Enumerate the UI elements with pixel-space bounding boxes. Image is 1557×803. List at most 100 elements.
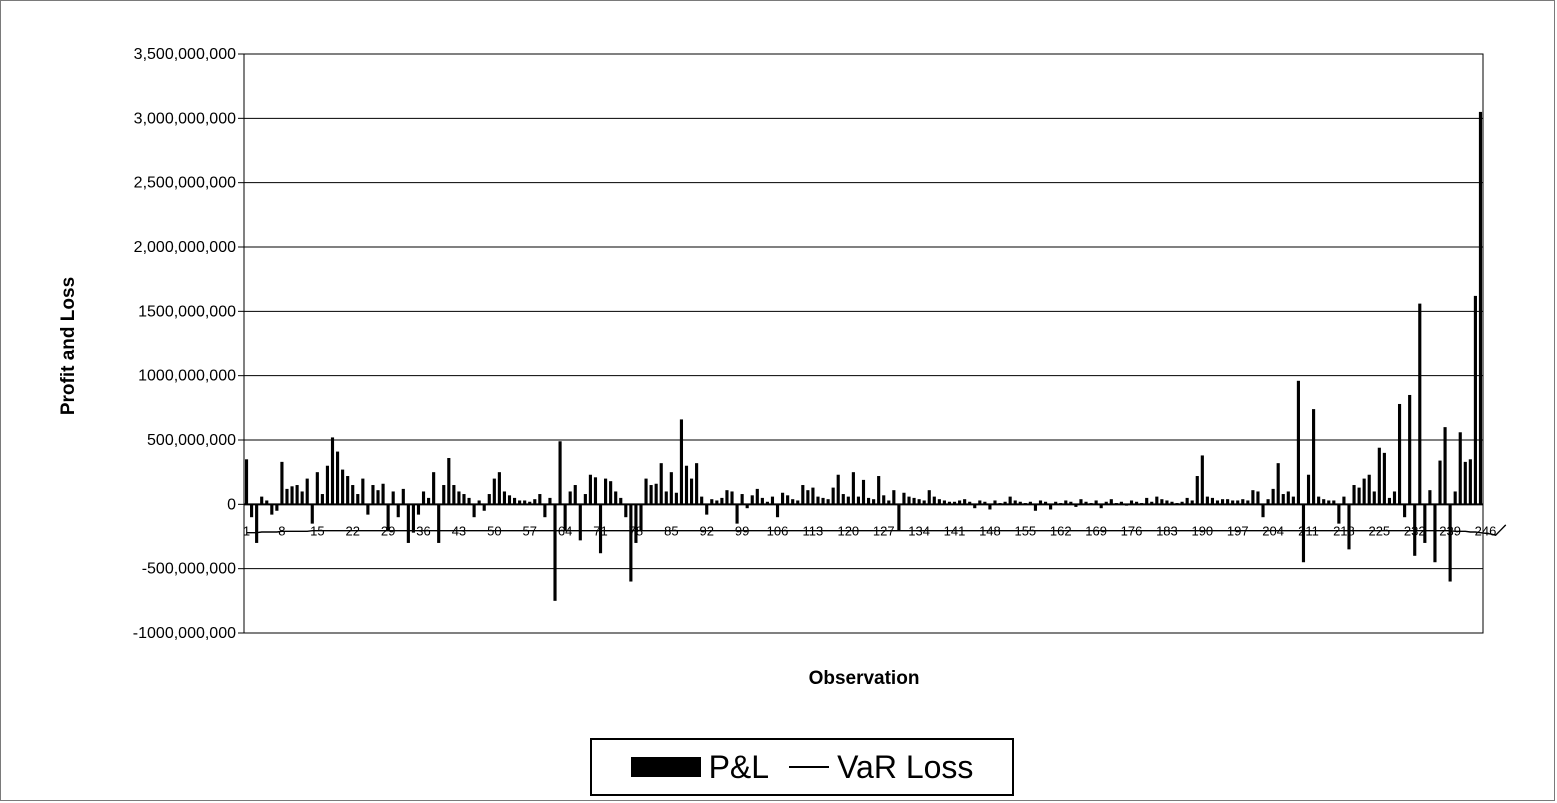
pl-bar (335, 451, 340, 505)
pl-bar (523, 500, 527, 505)
pl-bar (1463, 461, 1467, 505)
pl-bar (1241, 499, 1245, 505)
x-tick-label: 162 (1050, 523, 1072, 538)
y-axis-ticks: 3,500,000,000 3,000,000,000 2,500,000,000 2… (133, 46, 244, 642)
pl-bar (497, 472, 501, 505)
pl-bar (1428, 490, 1432, 505)
pl-bar (300, 491, 304, 505)
pl-bar (1160, 499, 1164, 505)
pl-bar (290, 486, 294, 505)
pl-bar (270, 504, 274, 515)
pl-bar (593, 477, 598, 505)
pl-bar (371, 485, 375, 505)
pl-bar (376, 490, 380, 505)
pl-bar (689, 478, 694, 505)
pl-bar (947, 501, 952, 505)
pl-bar (1246, 500, 1250, 505)
pl-bar (1104, 501, 1108, 505)
pl-bar (644, 478, 648, 505)
pl-bar (1286, 491, 1290, 505)
x-tick-label: 99 (735, 523, 749, 538)
legend-label-var: VaR Loss (837, 748, 974, 785)
pl-bar (391, 491, 395, 505)
pl-bar (993, 500, 997, 505)
x-tick-label: 92 (699, 523, 713, 538)
pl-bar (1094, 500, 1098, 505)
x-tick-label: 176 (1121, 523, 1143, 538)
pl-bar (877, 476, 881, 505)
pl-bar (684, 465, 689, 505)
pl-bar (1210, 497, 1215, 505)
pl-bar (1028, 501, 1032, 505)
pl-bar (1352, 485, 1356, 505)
var-loss-line (246, 524, 1507, 536)
pl-bar (1195, 476, 1199, 505)
pl-bar (882, 495, 886, 505)
pl-bar (598, 504, 603, 554)
pl-bar (907, 496, 911, 505)
pl-bar (305, 478, 309, 505)
x-tick-label: 211 (1298, 523, 1319, 538)
x-tick-label: 225 (1368, 523, 1390, 538)
pl-bar (1377, 447, 1381, 505)
y-tick-label: 2,500,000,000 (134, 175, 236, 192)
pl-bar (1423, 504, 1427, 543)
pl-bar (1079, 499, 1083, 505)
x-tick-label: 246 (1475, 523, 1497, 538)
pl-bar (538, 494, 542, 505)
pl-bar (796, 500, 800, 505)
pl-bar (1271, 488, 1275, 505)
x-tick-label: 43 (452, 523, 466, 538)
x-tick-label: 71 (593, 523, 607, 538)
pl-bar (1382, 452, 1386, 505)
pl-bar (872, 499, 876, 505)
pl-bar (1018, 501, 1022, 505)
pl-bar (892, 490, 896, 505)
pl-bar (310, 504, 314, 524)
pl-bar (609, 481, 613, 505)
pl-bar (265, 500, 269, 505)
pl-bar (285, 488, 289, 505)
pl-bar (280, 461, 284, 505)
pl-bar (765, 501, 769, 505)
pl-bar (381, 483, 385, 505)
y-tick-label: 3,500,000,000 (134, 46, 236, 63)
pl-bar (507, 495, 512, 505)
pl-bar (1403, 504, 1407, 518)
pl-bars (244, 111, 1483, 601)
pl-bar (705, 504, 709, 515)
legend-entry-var: VaR Loss (779, 749, 973, 786)
x-tick-label: 57 (522, 523, 536, 538)
x-tick-label: 197 (1227, 523, 1249, 538)
pl-bar (528, 501, 532, 505)
pl-bar (1064, 500, 1068, 505)
pl-bar (330, 437, 335, 505)
x-tick-label: 155 (1014, 523, 1036, 538)
pl-bar (1478, 111, 1483, 505)
y-tick-label: -500,000,000 (142, 561, 236, 578)
pl-bar (1458, 432, 1462, 505)
y-tick-label: 3,000,000,000 (134, 110, 236, 127)
pl-bar (710, 499, 714, 505)
x-axis-ticks: 1 8 15 22 29 36 43 50 57 64 71 78 85 92 99 106 113 120 127… (243, 523, 1496, 538)
pl-bar (1296, 380, 1300, 505)
pl-bar (275, 504, 279, 511)
y-axis-title: Profit and Loss (58, 277, 79, 415)
x-tick-label: 169 (1085, 523, 1107, 538)
pl-bar (927, 490, 931, 505)
pl-bar (649, 485, 653, 505)
pl-bar (1301, 504, 1306, 563)
y-tick-label: 2,000,000,000 (134, 239, 236, 256)
pl-bar (897, 504, 901, 531)
pl-bar (1342, 496, 1346, 505)
pl-bar (416, 504, 421, 515)
pl-bar (1231, 500, 1235, 505)
pl-bar (770, 496, 775, 505)
pl-bar (801, 485, 805, 505)
pl-bar (932, 496, 936, 505)
pl-bar (1347, 504, 1351, 550)
pl-bar (1251, 490, 1255, 505)
pl-bar (887, 500, 891, 505)
pl-bar (1256, 491, 1260, 505)
pl-bar (639, 504, 643, 531)
